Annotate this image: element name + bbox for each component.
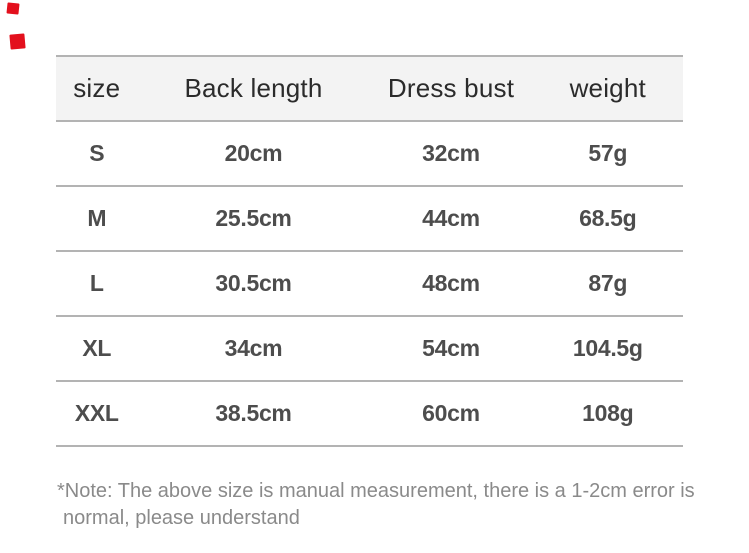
back-length-cell: 34cm (224, 335, 283, 361)
header-cell-size: size (73, 73, 121, 103)
dress-bust-cell: 44cm (422, 205, 480, 231)
size-table-container: size Back length Dress bust weight S 20c… (56, 55, 683, 447)
back-length-cell: 30.5cm (215, 270, 292, 296)
red-mark-icon (9, 33, 26, 50)
table-row-s: S 20cm 32cm 57g (56, 121, 683, 186)
dress-bust-cell: 60cm (422, 400, 480, 426)
table-row-xxl: XXL 38.5cm 60cm 108g (56, 381, 683, 446)
back-length-cell: 20cm (224, 140, 283, 166)
size-cell: S (89, 140, 105, 166)
table-row-l: L 30.5cm 48cm 87g (56, 251, 683, 316)
measurement-note: *Note: The above size is manual measurem… (57, 478, 712, 532)
weight-cell: 104.5g (572, 335, 643, 361)
header-cell-dress-bust: Dress bust (387, 73, 515, 103)
measurement-note-line1: *Note: The above size is manual measurem… (57, 480, 695, 502)
back-length-cell: 38.5cm (215, 400, 292, 426)
size-cell: L (89, 270, 104, 296)
weight-cell: 108g (582, 400, 634, 426)
size-cell: XXL (74, 400, 119, 426)
header-cell-back-length: Back length (184, 73, 323, 103)
size-table-header-row: size Back length Dress bust weight (56, 56, 683, 121)
size-cell: M (87, 205, 107, 231)
dress-bust-cell: 48cm (422, 270, 480, 296)
dress-bust-cell: 54cm (422, 335, 480, 361)
table-row-xl: XL 34cm 54cm 104.5g (56, 316, 683, 381)
weight-cell: 57g (588, 140, 628, 166)
size-table: size Back length Dress bust weight S 20c… (56, 55, 683, 447)
dress-bust-cell: 32cm (422, 140, 480, 166)
size-cell: XL (82, 335, 112, 361)
measurement-note-line2: normal, please understand (63, 507, 300, 529)
weight-cell: 68.5g (579, 205, 637, 231)
red-mark-icon (6, 2, 20, 15)
back-length-cell: 25.5cm (215, 205, 292, 231)
header-cell-weight: weight (569, 73, 646, 103)
weight-cell: 87g (588, 270, 628, 296)
table-row-m: M 25.5cm 44cm 68.5g (56, 186, 683, 251)
